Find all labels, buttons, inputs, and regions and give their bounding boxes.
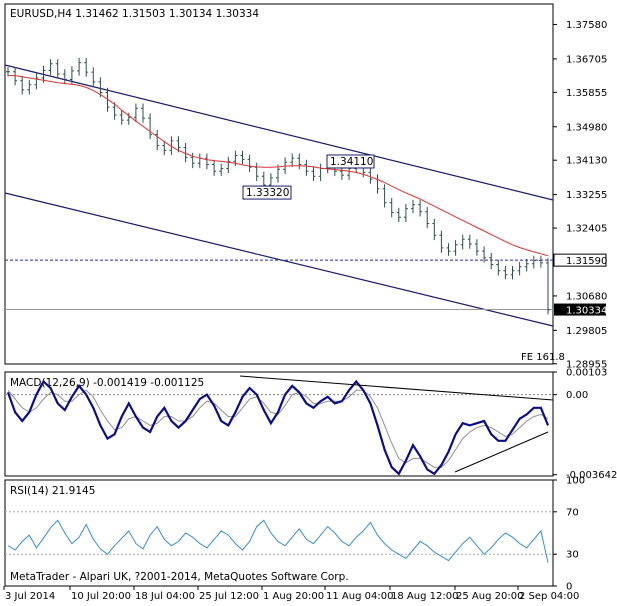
macd-lower-trendline xyxy=(454,431,549,473)
price-tick-label: 1.36705 xyxy=(566,54,607,65)
macd-signal-line xyxy=(7,389,549,468)
macd-tick-label: 0.00 xyxy=(566,390,588,401)
main-panel-frame xyxy=(4,3,554,365)
time-tick-label: 2 Sep 04:00 xyxy=(519,591,579,602)
footer-copyright: MetaTrader - Alpari UK, ?2001-2014, Meta… xyxy=(10,571,349,583)
price-tick-label: 1.29805 xyxy=(566,326,607,337)
price-tick-label: 1.33255 xyxy=(566,190,607,201)
time-tick-label: 3 Jul 2014 xyxy=(5,591,55,602)
macd-main-line xyxy=(6,379,550,476)
price-tick-label: 1.34980 xyxy=(566,122,607,133)
annotation-label: 1.33320 xyxy=(246,187,289,199)
time-tick-label: 18 Jul 04:00 xyxy=(135,591,195,602)
macd-tick-label: -0.003642 xyxy=(566,470,617,481)
chart-marks xyxy=(4,57,554,563)
macd-panel-frame xyxy=(4,371,554,477)
rsi-line xyxy=(7,519,549,563)
fe-label: FE 161.8 xyxy=(521,352,565,363)
price-tick-label: 1.32405 xyxy=(566,224,607,235)
time-tick-label: 18 Aug 12:00 xyxy=(391,591,458,602)
annotation-box xyxy=(242,185,292,200)
time-axis: 3 Jul 2014 10 Jul 20:00 18 Jul 04:00 25 Jul… xyxy=(3,586,579,602)
rsi-panel-frame xyxy=(4,479,554,587)
annotation-box xyxy=(326,154,375,169)
price-tick-label: 1.34130 xyxy=(566,156,607,167)
macd-upper-trendline xyxy=(239,375,554,401)
time-tick-label: 11 Aug 04:00 xyxy=(326,591,393,602)
annotation-label: 1.34110 xyxy=(330,156,373,168)
time-tick-label: 25 Aug 20:00 xyxy=(456,591,523,602)
chart-labels: 1.31590 1.30334 1.33320 1.34110 xyxy=(242,154,607,317)
time-tick-label: 10 Jul 20:00 xyxy=(71,591,131,602)
price-axis: 1.37580 1.36705 1.35855 1.34980 1.34130 1.332… xyxy=(553,20,607,370)
channel-lower-line xyxy=(4,192,554,327)
price-tick-label: 1.35855 xyxy=(566,88,607,99)
current-price-box xyxy=(554,303,606,316)
moving-average-line xyxy=(8,75,549,257)
rsi-tick-label: 0 xyxy=(566,582,572,593)
price-bars xyxy=(6,57,550,315)
time-tick-label: 1 Aug 20:00 xyxy=(263,591,324,602)
macd-axis: 0.00103 0.00 -0.003642 xyxy=(553,368,617,481)
level-price-label: 1.31590 xyxy=(566,256,607,267)
rsi-tick-label: 100 xyxy=(566,476,585,487)
macd-tick-label: 0.00103 xyxy=(566,368,607,379)
main-title: EURUSD,H4 1.31462 1.31503 1.30134 1.3033… xyxy=(10,8,259,20)
macd-title: MACD(12,26,9) -0.001419 -0.001125 xyxy=(10,377,204,389)
rsi-tick-label: 70 xyxy=(566,507,579,518)
rsi-title: RSI(14) 21.9145 xyxy=(10,485,95,497)
rsi-axis: 100 70 30 0 xyxy=(553,476,585,593)
price-tick-label: 1.28955 xyxy=(566,359,607,370)
channel-upper-line xyxy=(4,64,554,201)
price-tick-label: 1.30680 xyxy=(566,291,607,302)
rsi-tick-label: 30 xyxy=(566,550,579,561)
time-tick-label: 25 Jul 12:00 xyxy=(199,591,259,602)
current-price-label: 1.30334 xyxy=(566,306,607,317)
price-tick-label: 1.37580 xyxy=(566,20,607,31)
level-price-box xyxy=(553,253,607,267)
